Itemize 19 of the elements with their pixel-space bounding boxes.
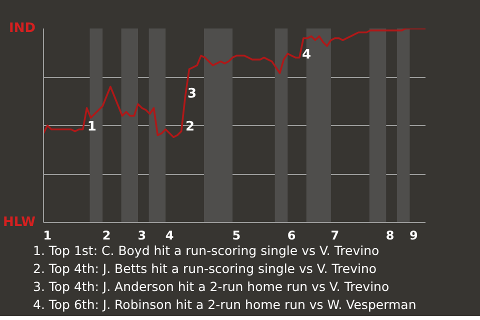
annotation: 4 xyxy=(302,48,312,63)
text: 4. Top 6th: J. Robinson hit a 2-run home run vs W. Vesperman xyxy=(33,297,416,312)
text: HLW xyxy=(3,215,36,230)
annotation: 1 xyxy=(87,120,96,134)
x-tick-label: 5 xyxy=(232,228,241,242)
x-tick-label: 7 xyxy=(330,228,340,242)
x-tick-label: 4 xyxy=(165,228,174,242)
x-tick-label: 8 xyxy=(386,228,394,242)
x-tick-label: 6 xyxy=(287,228,296,242)
annotation: 3 xyxy=(187,86,196,102)
text: 2. Top 4th: J. Betts hit a run-scoring single vs V. Trevino xyxy=(33,261,377,276)
text: IND xyxy=(8,21,36,36)
text: 3. Top 4th: J. Anderson hit a 2-run home run vs V. Trevino xyxy=(33,279,390,294)
x-tick-label: 3 xyxy=(138,228,146,242)
x-tick-label: 2 xyxy=(102,228,111,242)
annotation: 2 xyxy=(185,120,195,134)
x-tick-label: 1 xyxy=(43,228,52,242)
x-tick-label: 9 xyxy=(410,228,418,242)
text: 1. Top 1st: C. Boyd hit a run-scoring single vs V. Trevino xyxy=(33,243,380,258)
